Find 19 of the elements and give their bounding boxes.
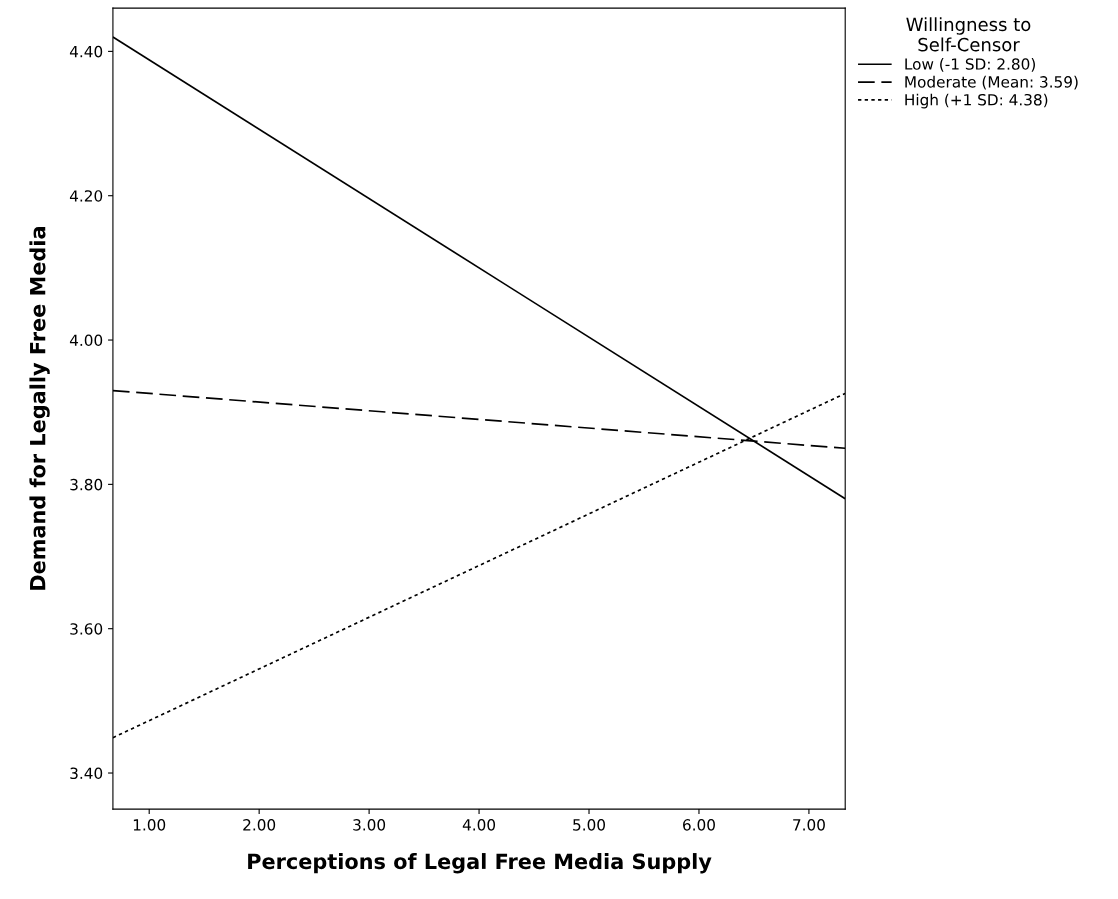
- x-tick-label: 3.00: [353, 819, 386, 831]
- x-tick-label: 5.00: [573, 819, 606, 831]
- x-tick-label: 1.00: [133, 819, 166, 831]
- x-tick-label: 6.00: [683, 819, 715, 831]
- x-tick-label: 4.00: [462, 819, 496, 831]
- y-tick-label: 3.60: [70, 623, 103, 635]
- y-tick-label: 4.40: [69, 45, 103, 58]
- y-axis-title: Demand for Legally Free Media: [29, 227, 50, 590]
- legend-label: High (+1 SD: 4.38): [905, 93, 1048, 109]
- y-tick-label: 4.00: [69, 334, 103, 347]
- y-tick-label: 3.40: [70, 767, 103, 780]
- x-tick-label: 2.00: [243, 819, 276, 831]
- legend-label: Low (-1 SD: 2.80): [905, 58, 1035, 72]
- y-tick-label: 3.80: [70, 478, 103, 491]
- legend-title: Willingness to Self-Censor: [906, 17, 1031, 52]
- legend-label: Moderate (Mean: 3.59): [905, 75, 1078, 90]
- y-tick-label: 4.20: [69, 190, 103, 202]
- x-tick-label: 7.00: [793, 819, 825, 831]
- x-axis-title: Perceptions of Legal Free Media Supply: [248, 853, 712, 874]
